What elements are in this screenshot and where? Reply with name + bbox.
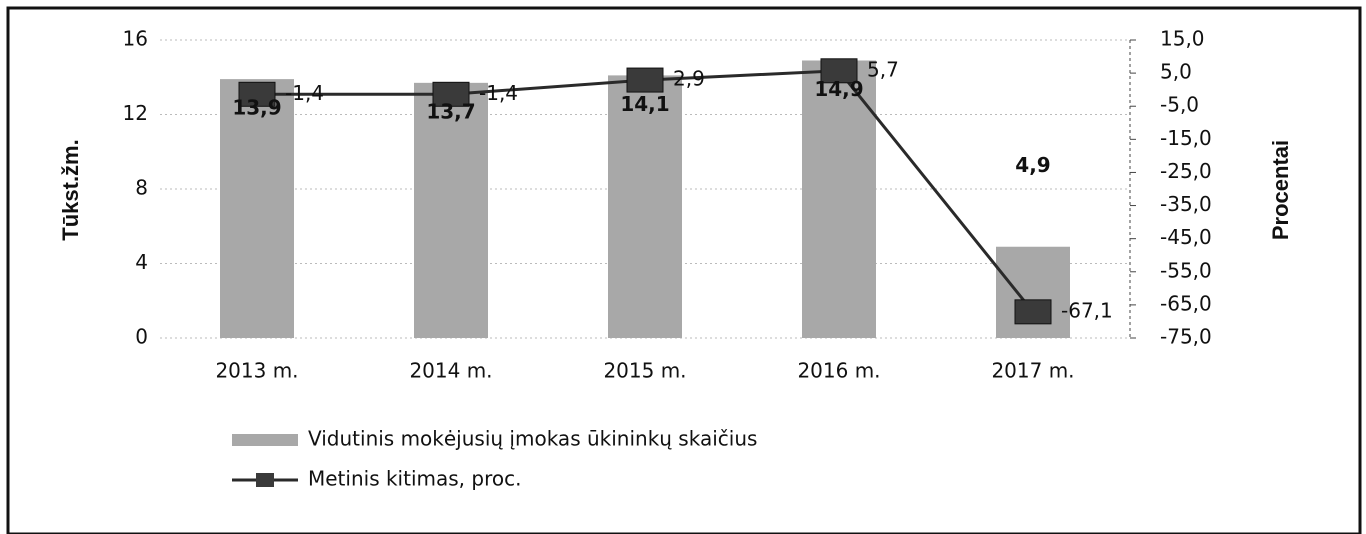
y2-tick-label: -15,0 bbox=[1160, 126, 1212, 150]
legend-label: Vidutinis mokėjusių įmokas ūkininkų skai… bbox=[308, 427, 757, 451]
y2-tick-label: -55,0 bbox=[1160, 258, 1212, 282]
y2-tick-label: -5,0 bbox=[1160, 93, 1199, 117]
line-value-label: -67,1 bbox=[1061, 298, 1113, 322]
bar-value-label: 13,9 bbox=[232, 96, 281, 120]
line-value-label: 5,7 bbox=[867, 57, 899, 81]
y2-tick-label: -25,0 bbox=[1160, 159, 1212, 183]
y-tick-label: 4 bbox=[135, 250, 148, 274]
y2-tick-label: -75,0 bbox=[1160, 325, 1212, 349]
y-axis-title: Tūkst.žm. bbox=[58, 139, 83, 240]
legend-swatch bbox=[232, 434, 298, 446]
line-marker bbox=[626, 67, 664, 93]
legend-label: Metinis kitimas, proc. bbox=[308, 467, 521, 491]
y2-tick-label: -35,0 bbox=[1160, 192, 1212, 216]
y-tick-label: 16 bbox=[123, 27, 148, 51]
line-marker bbox=[1014, 299, 1052, 325]
y2-axis-title: Procentai bbox=[1268, 140, 1293, 240]
bar bbox=[802, 60, 876, 339]
x-tick-label: 2016 m. bbox=[797, 359, 880, 383]
x-tick-label: 2015 m. bbox=[603, 359, 686, 383]
y2-tick-label: 15,0 bbox=[1160, 27, 1205, 51]
line-marker bbox=[432, 81, 470, 107]
x-tick-label: 2017 m. bbox=[991, 359, 1074, 383]
y-tick-label: 12 bbox=[123, 101, 148, 125]
bar-value-label: 4,9 bbox=[1015, 153, 1050, 177]
y-tick-label: 0 bbox=[135, 325, 148, 349]
bar bbox=[414, 82, 488, 339]
legend-swatch bbox=[256, 473, 274, 487]
y2-tick-label: -45,0 bbox=[1160, 225, 1212, 249]
line-value-label: -1,4 bbox=[285, 81, 324, 105]
line-value-label: -1,4 bbox=[479, 81, 518, 105]
x-tick-label: 2013 m. bbox=[215, 359, 298, 383]
y-tick-label: 8 bbox=[135, 176, 148, 200]
bar-value-label: 13,7 bbox=[426, 99, 475, 123]
line-marker bbox=[238, 81, 276, 107]
bar-value-label: 14,9 bbox=[814, 77, 863, 101]
bar bbox=[220, 79, 294, 339]
y2-tick-label: 5,0 bbox=[1160, 60, 1192, 84]
line-value-label: 2,9 bbox=[673, 67, 705, 91]
y2-tick-label: -65,0 bbox=[1160, 291, 1212, 315]
x-tick-label: 2014 m. bbox=[409, 359, 492, 383]
bar-value-label: 14,1 bbox=[620, 92, 669, 116]
line-marker bbox=[820, 58, 858, 84]
bar bbox=[608, 75, 682, 338]
